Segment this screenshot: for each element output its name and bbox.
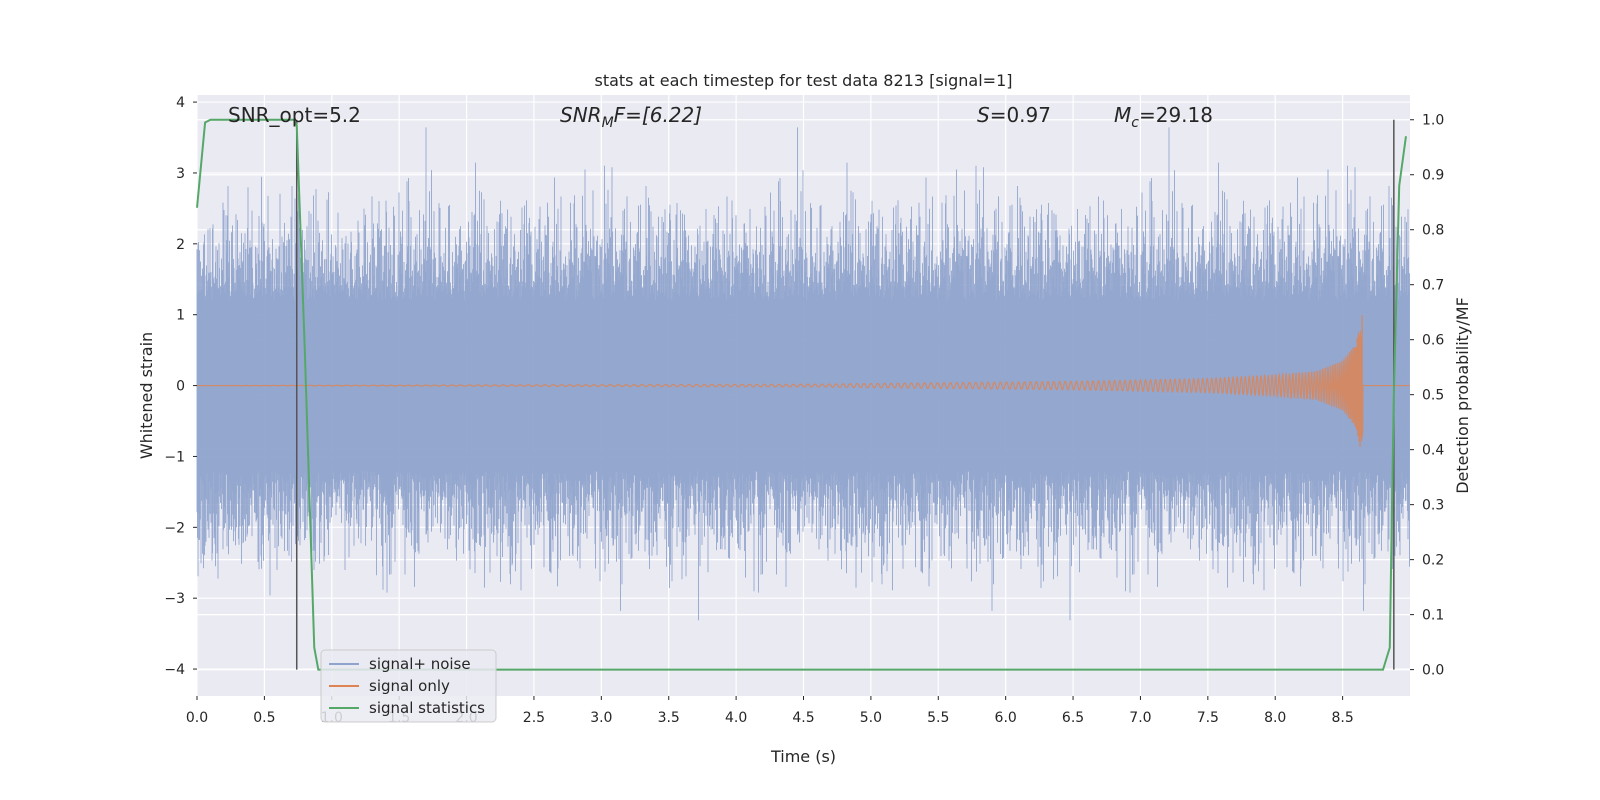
- y-right-tick-label: 0.6: [1422, 333, 1444, 349]
- y-tick-label: −2: [164, 520, 185, 536]
- y-right-tick-label: 0.1: [1422, 608, 1444, 624]
- x-tick-label: 0.0: [186, 710, 208, 726]
- legend-box: [320, 649, 497, 723]
- y-right-tick-label: 0.8: [1422, 223, 1444, 239]
- y-tick-label: −1: [164, 449, 185, 465]
- y-axis-title: Whitened strain: [137, 332, 156, 459]
- x-tick-label: 0.5: [253, 710, 275, 726]
- x-tick-label: 4.5: [792, 710, 814, 726]
- y-right-tick-label: 0.3: [1422, 498, 1444, 514]
- x-tick-label: 7.5: [1197, 710, 1219, 726]
- y-right-tick-label: 0.7: [1422, 278, 1444, 294]
- x-axis-title: Time (s): [770, 747, 836, 766]
- y-right-tick-label: 0.9: [1422, 168, 1444, 184]
- x-tick-label: 8.5: [1331, 710, 1353, 726]
- x-tick-label: 6.0: [995, 710, 1017, 726]
- x-tick-label: 4.0: [725, 710, 747, 726]
- signal-only-series: [197, 315, 1410, 447]
- legend-label-signal-noise: signal+ noise: [369, 655, 471, 673]
- x-tick-label: 2.5: [523, 710, 545, 726]
- y-tick-label: 2: [176, 237, 185, 253]
- chart-title: stats at each timestep for test data 821…: [594, 71, 1012, 90]
- mc-annotation: Mc=29.18: [1114, 103, 1213, 131]
- y-right-tick-label: 1.0: [1422, 113, 1444, 129]
- snr-mf-main: SNR: [560, 103, 602, 127]
- snr-mf-annotation: SNRMF=[6.22]: [560, 103, 702, 131]
- legend-label-signal-statistics: signal statistics: [369, 699, 485, 717]
- x-tick-label: 7.0: [1129, 710, 1151, 726]
- s-annotation: S=0.97: [977, 103, 1051, 127]
- x-tick-label: 5.5: [927, 710, 949, 726]
- y-axis-right-title: Detection probability/MF: [1453, 297, 1472, 494]
- s-main: S: [977, 103, 990, 127]
- signal-statistics-series: [196, 118, 1407, 671]
- y-tick-label: −3: [164, 591, 185, 607]
- legend-label-signal-only: signal only: [369, 677, 450, 695]
- s-rest: =0.97: [990, 103, 1051, 127]
- y-tick-label: −4: [164, 662, 185, 678]
- y-right-tick-label: 0.2: [1422, 553, 1444, 569]
- y-right-tick-label: 0.4: [1422, 443, 1444, 459]
- snr-opt-annotation: SNR_opt=5.2: [228, 103, 361, 127]
- y-right-tick-label: 0.0: [1422, 663, 1444, 679]
- y-tick-label: 1: [176, 308, 185, 324]
- x-tick-label: 8.0: [1264, 710, 1286, 726]
- mc-rest: =29.18: [1139, 103, 1213, 127]
- x-tick-label: 3.5: [658, 710, 680, 726]
- x-tick-label: 6.5: [1062, 710, 1084, 726]
- signal-statistics-trace: [196, 118, 1407, 671]
- y-tick-label: 0: [176, 379, 185, 395]
- y-tick-label: 4: [176, 95, 185, 111]
- snr-mf-rest: F=[6.22]: [614, 103, 702, 127]
- x-tick-label: 3.0: [590, 710, 612, 726]
- x-tick-label: 5.0: [860, 710, 882, 726]
- snr-mf-sub: M: [602, 115, 614, 131]
- y-tick-label: 3: [176, 166, 185, 182]
- signal-only-trace: [197, 315, 1410, 447]
- mc-sub: c: [1131, 115, 1139, 131]
- mc-main: M: [1114, 103, 1131, 127]
- y-right-tick-label: 0.5: [1422, 388, 1444, 404]
- legend: signal+ noise signal only signal statist…: [320, 649, 497, 723]
